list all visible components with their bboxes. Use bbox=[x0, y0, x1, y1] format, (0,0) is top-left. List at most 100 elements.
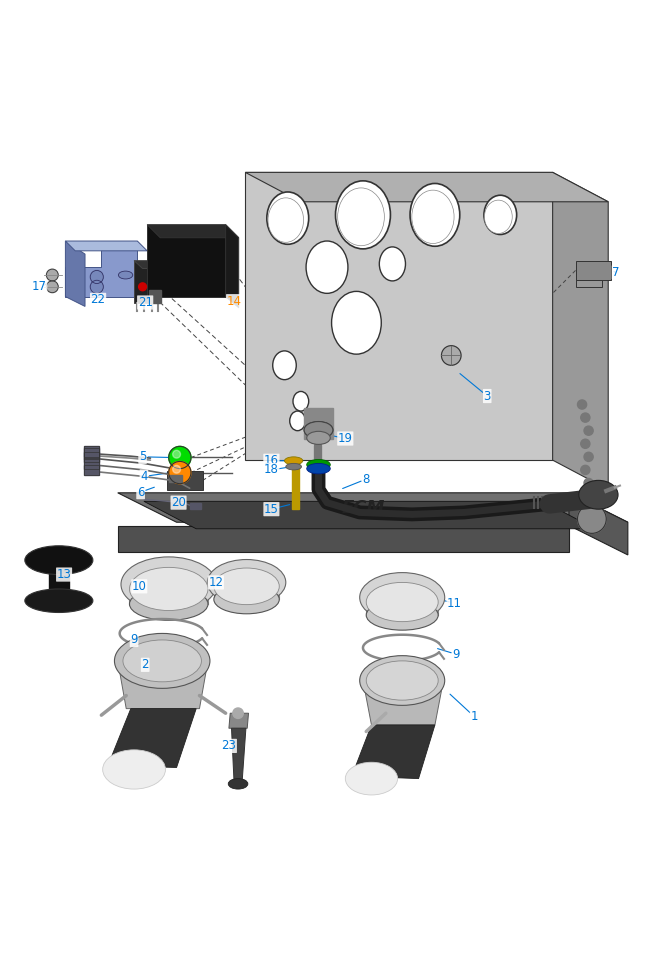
Polygon shape bbox=[232, 728, 246, 783]
Ellipse shape bbox=[284, 457, 303, 465]
Polygon shape bbox=[576, 280, 602, 287]
Polygon shape bbox=[118, 493, 628, 523]
Bar bbox=[84, 448, 99, 459]
Circle shape bbox=[173, 450, 181, 458]
Circle shape bbox=[46, 270, 58, 281]
Ellipse shape bbox=[410, 184, 460, 246]
Ellipse shape bbox=[304, 421, 333, 439]
Ellipse shape bbox=[485, 200, 512, 234]
Polygon shape bbox=[363, 680, 443, 724]
Polygon shape bbox=[553, 172, 608, 490]
Text: 19: 19 bbox=[338, 432, 353, 445]
Bar bbox=[84, 458, 99, 469]
Polygon shape bbox=[245, 172, 553, 460]
Circle shape bbox=[169, 462, 191, 484]
Text: 10: 10 bbox=[132, 580, 146, 593]
Ellipse shape bbox=[118, 271, 133, 279]
Bar bbox=[292, 464, 299, 509]
Circle shape bbox=[577, 504, 606, 533]
Bar bbox=[149, 290, 161, 303]
Text: 16: 16 bbox=[264, 454, 279, 468]
Polygon shape bbox=[65, 242, 85, 306]
Text: 11: 11 bbox=[447, 597, 462, 610]
Polygon shape bbox=[229, 713, 249, 728]
Ellipse shape bbox=[293, 391, 309, 412]
Ellipse shape bbox=[307, 460, 330, 469]
Ellipse shape bbox=[129, 587, 208, 620]
Circle shape bbox=[139, 283, 146, 291]
Text: 12: 12 bbox=[209, 576, 223, 589]
Ellipse shape bbox=[114, 634, 210, 689]
Polygon shape bbox=[245, 172, 608, 202]
Ellipse shape bbox=[268, 198, 303, 242]
Text: 14: 14 bbox=[227, 295, 241, 308]
Circle shape bbox=[584, 426, 593, 436]
Bar bbox=[84, 452, 99, 462]
Text: 22: 22 bbox=[91, 294, 105, 306]
Bar bbox=[84, 458, 99, 469]
Text: 5: 5 bbox=[139, 450, 146, 464]
Polygon shape bbox=[569, 493, 628, 554]
Bar bbox=[169, 475, 182, 482]
Polygon shape bbox=[65, 242, 137, 297]
Bar bbox=[84, 465, 99, 475]
Polygon shape bbox=[147, 225, 239, 238]
Ellipse shape bbox=[379, 247, 405, 281]
Ellipse shape bbox=[360, 656, 445, 705]
Polygon shape bbox=[576, 261, 611, 280]
Polygon shape bbox=[147, 225, 226, 297]
Text: 20: 20 bbox=[171, 497, 186, 509]
Bar bbox=[49, 560, 69, 601]
Ellipse shape bbox=[366, 600, 438, 630]
Ellipse shape bbox=[228, 779, 248, 789]
Ellipse shape bbox=[307, 464, 330, 474]
Text: 9: 9 bbox=[453, 648, 460, 661]
Text: 4: 4 bbox=[140, 470, 148, 483]
Ellipse shape bbox=[207, 559, 286, 606]
Circle shape bbox=[169, 446, 191, 469]
Text: 21: 21 bbox=[138, 296, 152, 309]
Ellipse shape bbox=[304, 421, 333, 439]
Text: 9: 9 bbox=[130, 634, 138, 646]
Ellipse shape bbox=[129, 567, 208, 611]
Bar bbox=[304, 409, 333, 439]
Ellipse shape bbox=[484, 195, 517, 235]
Bar bbox=[84, 446, 99, 457]
Polygon shape bbox=[144, 501, 595, 528]
Circle shape bbox=[90, 280, 103, 294]
Bar bbox=[84, 446, 99, 457]
Ellipse shape bbox=[273, 351, 296, 380]
Ellipse shape bbox=[123, 639, 201, 682]
Text: 2: 2 bbox=[141, 658, 149, 671]
Ellipse shape bbox=[332, 292, 381, 355]
Ellipse shape bbox=[366, 661, 438, 700]
Text: ECM: ECM bbox=[341, 498, 385, 517]
Text: 8: 8 bbox=[362, 472, 370, 486]
Circle shape bbox=[233, 708, 243, 719]
Ellipse shape bbox=[337, 188, 385, 245]
Bar bbox=[84, 452, 99, 462]
Ellipse shape bbox=[214, 568, 279, 605]
Bar bbox=[190, 502, 201, 509]
Bar bbox=[84, 465, 99, 475]
Circle shape bbox=[584, 452, 593, 462]
Ellipse shape bbox=[267, 192, 309, 244]
Text: 1: 1 bbox=[470, 710, 478, 723]
Polygon shape bbox=[108, 709, 196, 768]
Ellipse shape bbox=[214, 585, 279, 613]
Text: 3: 3 bbox=[483, 389, 491, 403]
Text: 18: 18 bbox=[264, 464, 279, 476]
Polygon shape bbox=[352, 724, 435, 779]
Circle shape bbox=[173, 466, 181, 473]
Circle shape bbox=[581, 440, 590, 448]
Ellipse shape bbox=[345, 762, 398, 795]
Circle shape bbox=[441, 346, 461, 365]
Ellipse shape bbox=[121, 557, 216, 611]
Text: 13: 13 bbox=[57, 568, 71, 582]
Ellipse shape bbox=[360, 573, 445, 622]
Circle shape bbox=[577, 400, 587, 409]
Polygon shape bbox=[65, 242, 147, 251]
Text: 6: 6 bbox=[137, 486, 145, 498]
Ellipse shape bbox=[412, 190, 454, 243]
Circle shape bbox=[584, 478, 593, 488]
